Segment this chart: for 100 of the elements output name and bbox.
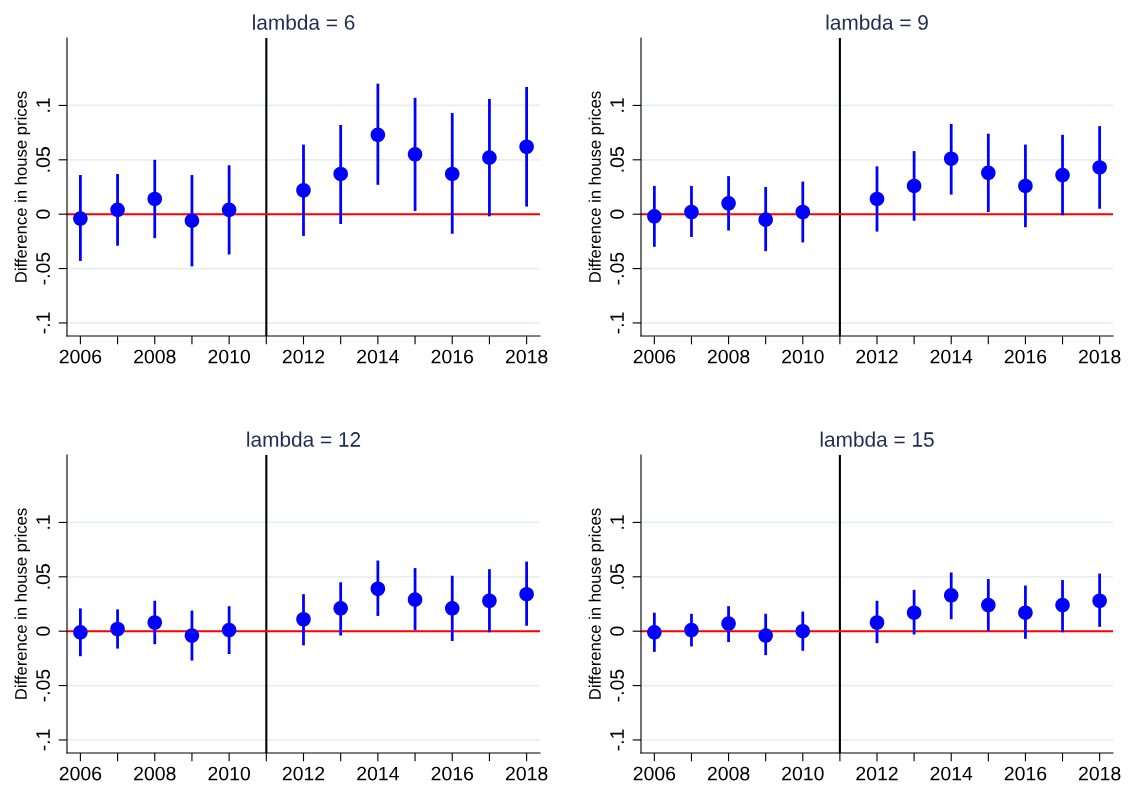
point — [1055, 167, 1070, 183]
x-tick-label: 2018 — [1078, 349, 1121, 364]
point — [147, 615, 163, 630]
y-axis-title: Difference in house prices — [14, 508, 31, 699]
x-tick-label: 2006 — [59, 766, 102, 781]
x-tick-label: 2006 — [633, 766, 676, 781]
point — [721, 196, 736, 211]
x-tick-label: 2018 — [505, 766, 548, 781]
point — [184, 213, 200, 228]
point — [1092, 593, 1107, 609]
x-tick-label: 2010 — [208, 766, 250, 781]
y-tick-label: -.1 — [610, 312, 624, 334]
y-tick-label: 0 — [610, 209, 624, 219]
y-tick-label: .05 — [36, 564, 50, 589]
y-tick-label: 0 — [610, 626, 624, 636]
point — [795, 204, 811, 220]
point — [684, 204, 699, 220]
point — [869, 615, 885, 630]
point — [482, 150, 497, 165]
x-tick-label: 2010 — [782, 349, 824, 364]
point — [758, 212, 773, 227]
point — [73, 211, 88, 226]
point — [184, 628, 200, 643]
point — [943, 151, 959, 167]
y-tick-label: -.05 — [36, 669, 50, 702]
point — [1092, 160, 1107, 175]
point — [647, 624, 662, 640]
point — [943, 588, 959, 603]
point — [1055, 597, 1070, 613]
y-tick-label: .05 — [610, 564, 624, 589]
x-tick-label: 2014 — [357, 349, 399, 364]
point — [906, 178, 922, 194]
point — [1018, 178, 1033, 194]
y-tick-label: .05 — [610, 147, 624, 172]
point — [110, 621, 125, 637]
point — [333, 166, 348, 182]
point — [221, 202, 237, 218]
point — [444, 601, 460, 616]
point — [407, 147, 423, 162]
point — [110, 202, 125, 218]
y-tick-label: -.05 — [610, 252, 624, 285]
x-tick-label: 2012 — [282, 766, 325, 781]
y-tick-label: .1 — [36, 515, 50, 529]
y-tick-label: 0 — [36, 209, 50, 219]
x-tick-label: 2012 — [856, 766, 898, 781]
point — [147, 191, 163, 207]
point — [370, 127, 386, 143]
y-axis-title: Difference in house prices — [588, 91, 605, 282]
point — [519, 586, 534, 602]
y-tick-label: .05 — [36, 147, 50, 172]
x-tick-label: 2008 — [134, 766, 176, 781]
x-tick-label: 2012 — [856, 349, 898, 364]
x-tick-label: 2016 — [431, 349, 474, 364]
y-tick-label: -.05 — [36, 252, 50, 285]
chart-title: lambda = 15 — [820, 431, 934, 447]
x-tick-label: 2014 — [357, 766, 399, 781]
x-tick-label: 2008 — [134, 349, 176, 364]
chart-title: lambda = 6 — [253, 14, 355, 30]
x-tick-label: 2014 — [930, 349, 973, 364]
x-tick-label: 2006 — [59, 349, 102, 364]
x-tick-label: 2016 — [1004, 766, 1047, 781]
point — [1018, 605, 1033, 620]
point — [444, 166, 460, 182]
y-axis-title: Difference in house prices — [588, 508, 605, 699]
point — [73, 624, 88, 640]
point — [684, 622, 699, 638]
x-tick-label: 2016 — [431, 766, 474, 781]
point — [221, 622, 237, 638]
point — [758, 628, 773, 643]
x-tick-label: 2016 — [1004, 349, 1047, 364]
y-tick-label: -.1 — [36, 312, 50, 334]
point — [296, 182, 311, 198]
y-tick-label: -.05 — [610, 669, 624, 702]
point — [647, 209, 662, 224]
point — [333, 601, 348, 616]
x-tick-label: 2014 — [930, 766, 973, 781]
x-tick-label: 2006 — [633, 349, 676, 364]
point — [906, 605, 922, 620]
point — [407, 592, 423, 607]
point — [981, 165, 996, 181]
point — [795, 623, 811, 639]
y-tick-label: .1 — [610, 515, 624, 529]
x-tick-label: 2012 — [282, 349, 325, 364]
y-axis-title: Difference in house prices — [14, 91, 31, 282]
point — [482, 593, 497, 609]
point — [296, 611, 311, 627]
y-tick-label: -.1 — [610, 729, 624, 751]
chart-title: lambda = 9 — [826, 14, 928, 30]
x-tick-label: 2018 — [505, 349, 548, 364]
x-tick-label: 2008 — [707, 766, 750, 781]
y-tick-label: -.1 — [36, 729, 50, 751]
point — [370, 581, 386, 597]
point — [519, 139, 534, 155]
chart-title: lambda = 12 — [247, 431, 361, 447]
y-tick-label: 0 — [36, 626, 50, 636]
x-tick-label: 2010 — [208, 349, 250, 364]
point — [721, 616, 736, 631]
y-tick-label: .1 — [36, 98, 50, 112]
point — [981, 597, 996, 613]
x-tick-label: 2018 — [1078, 766, 1121, 781]
